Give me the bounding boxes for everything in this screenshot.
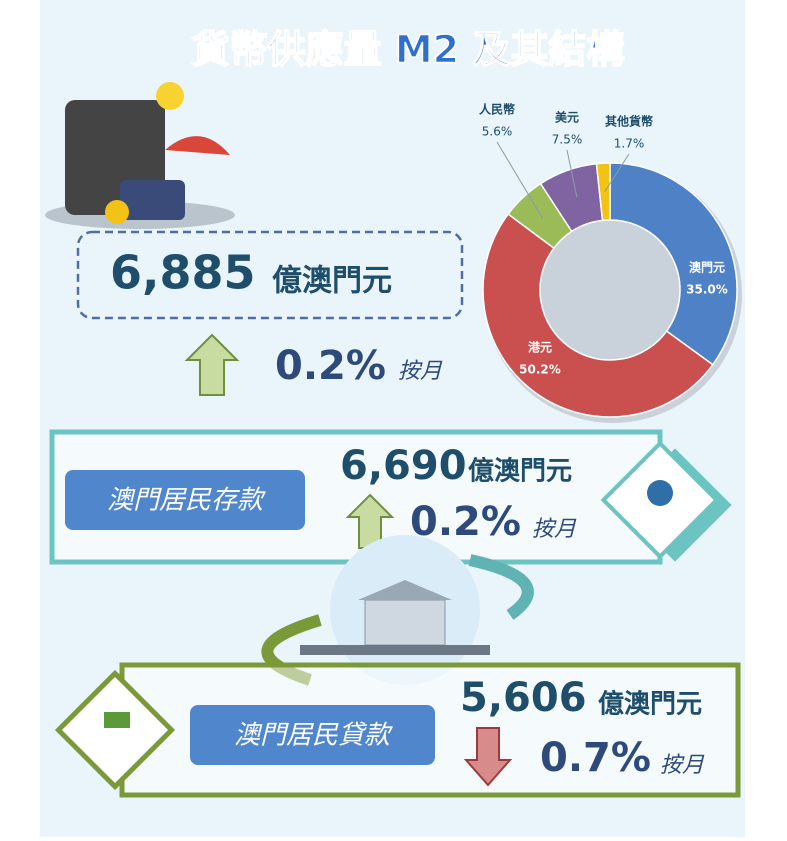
segment-value: 1.7% [614, 137, 645, 151]
loans-unit: 億澳門元 [598, 690, 702, 720]
loans-amount: 5,606 [460, 675, 587, 721]
deposits-amount: 6,690 [340, 443, 467, 489]
segment-value: 50.2% [519, 363, 561, 377]
loans-pill [190, 705, 435, 765]
segment-name: 人民幣 [479, 102, 515, 117]
loans-change: 0.7% [540, 735, 651, 781]
leader-line [496, 141, 544, 219]
deposits-change: 0.2% [410, 499, 521, 545]
up-arrow [184, 333, 240, 396]
m2-change: 0.2% [275, 343, 386, 389]
deposits-label: 澳門居民存款 [107, 486, 266, 516]
wallet-illustration [45, 82, 235, 229]
title: 貨幣供應量 M2 及其結構 [192, 28, 625, 72]
segment-value: 7.5% [552, 133, 583, 147]
deposits-period: 按月 [532, 517, 577, 542]
deposits-pill [65, 470, 305, 530]
down-arrow [463, 727, 513, 787]
donut-segment [595, 162, 611, 222]
segment-name: 美元 [555, 110, 579, 125]
segment-name: 澳門元 [689, 260, 725, 275]
loans-label: 澳門居民貸款 [234, 721, 393, 751]
donut-segment [482, 213, 714, 418]
deposits-unit: 億澳門元 [468, 457, 572, 487]
m2-amount: 6,885 [110, 246, 256, 300]
donut-chart: 澳門元 35.0% 港元 50.2% 人民幣 5.6% 美元 7.5% 其他貨幣 1.7% [479, 102, 742, 423]
segment-value: 5.6% [482, 125, 513, 139]
segment-name: 港元 [528, 340, 552, 355]
m2-box [76, 230, 464, 320]
loans-period: 按月 [660, 753, 705, 778]
donut-segment [609, 162, 738, 366]
m2-unit: 億澳門元 [272, 264, 392, 299]
m2-period: 按月 [398, 359, 443, 384]
leader-line [604, 153, 630, 192]
segment-name: 其他貨幣 [605, 114, 653, 129]
leader-line [566, 149, 578, 198]
segment-value: 35.0% [686, 283, 728, 297]
loan-icon [54, 669, 176, 791]
